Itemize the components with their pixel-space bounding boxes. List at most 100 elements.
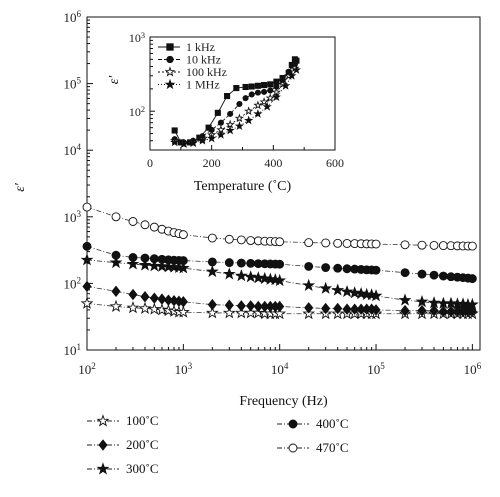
legend-label: 470˚C	[316, 440, 349, 455]
y-tick-label: 105	[63, 76, 81, 92]
inset-series-4	[170, 65, 302, 149]
inset-data-point	[197, 135, 208, 145]
data-point	[350, 303, 360, 315]
data-point	[128, 288, 138, 301]
data-point	[111, 285, 121, 298]
inset-y-axis-title: ε′	[107, 75, 122, 85]
data-point	[80, 253, 94, 266]
inset-data-point	[242, 83, 249, 91]
data-point	[415, 295, 429, 308]
x-tick-label: 103	[175, 361, 193, 377]
x-tick-label: 105	[367, 361, 385, 377]
inset-series-line	[174, 67, 296, 144]
data-point	[251, 306, 265, 319]
data-point	[149, 292, 159, 304]
series-2	[82, 280, 477, 318]
data-point	[400, 304, 410, 317]
inset-data-point	[214, 109, 221, 116]
inset-data-point	[217, 119, 224, 126]
inset-x-tick-label: 400	[264, 156, 282, 170]
inset-data-point	[261, 88, 268, 95]
inset-data-point	[244, 115, 254, 125]
inset-data-point	[267, 81, 274, 88]
data-point	[467, 241, 477, 251]
x-tick-label: 104	[271, 361, 289, 377]
data-point	[128, 217, 138, 226]
inset-x-tick-label: 0	[147, 156, 153, 170]
inset-legend-marker	[164, 66, 176, 77]
data-point	[207, 257, 217, 267]
x-tick-label: 106	[464, 361, 482, 377]
data-point	[109, 299, 123, 312]
data-point	[246, 300, 256, 312]
inset-x-axis-title: Temperature (˚C)	[194, 179, 292, 194]
data-point	[273, 307, 287, 320]
data-point	[258, 271, 272, 285]
data-point	[371, 239, 381, 249]
inset-data-point	[227, 110, 234, 117]
x-axis-title: Frequency (Hz)	[239, 394, 328, 409]
data-point	[140, 220, 150, 230]
inset-data-point	[216, 129, 226, 139]
data-point	[205, 264, 219, 278]
data-point	[149, 254, 159, 264]
data-point	[82, 202, 92, 212]
data-point	[157, 293, 167, 305]
data-point	[80, 296, 94, 309]
legend-marker-icon	[87, 439, 119, 451]
inset-data-point	[179, 139, 189, 149]
data-point	[369, 289, 383, 302]
data-point	[109, 255, 123, 269]
series-5	[82, 202, 477, 251]
legend-label: 200˚C	[126, 437, 159, 452]
data-point	[222, 267, 236, 280]
data-point	[400, 268, 410, 278]
legend-marker	[288, 419, 298, 429]
inset-data-point	[287, 70, 297, 80]
y-tick-label: 102	[63, 275, 81, 291]
data-point	[251, 271, 265, 284]
inset-data-point	[170, 137, 180, 147]
legend-marker	[96, 414, 110, 427]
data-point	[427, 296, 441, 309]
data-point	[205, 306, 219, 319]
legend-marker	[288, 443, 298, 453]
data-point	[275, 300, 285, 313]
data-point	[138, 301, 152, 314]
data-point	[438, 305, 448, 318]
data-point	[321, 238, 331, 248]
legend-label: 400˚C	[316, 416, 349, 431]
inset-legend-label: 1 MHz	[186, 78, 220, 92]
inset-legend-label: 1 kHz	[186, 40, 215, 54]
data-point	[111, 212, 121, 222]
data-point	[446, 305, 456, 318]
inset-data-point	[262, 101, 272, 111]
data-point	[111, 250, 121, 260]
data-point	[155, 303, 169, 316]
data-point	[149, 222, 159, 232]
data-point	[147, 302, 161, 315]
inset-data-point	[236, 100, 243, 108]
inset-x-tick-label: 200	[203, 156, 221, 170]
inset-y-tick-label: 102	[129, 105, 145, 120]
inset-data-point	[261, 82, 268, 89]
data-point	[275, 237, 285, 247]
series-1	[80, 296, 479, 320]
data-point	[321, 302, 331, 315]
data-point	[224, 299, 234, 311]
inset-data-point	[253, 109, 263, 118]
legend-label: 100˚C	[126, 413, 159, 428]
inset-data-point	[248, 83, 255, 90]
inset-plot-frame	[149, 36, 336, 151]
data-point	[126, 301, 140, 314]
data-point	[321, 263, 331, 272]
data-point	[333, 263, 343, 273]
legend-item: 400˚C	[276, 416, 349, 432]
data-point	[371, 265, 381, 275]
inset-data-point	[259, 97, 269, 106]
data-point	[354, 286, 368, 300]
data-point	[444, 296, 458, 309]
inset-data-point	[291, 65, 302, 74]
data-point	[82, 241, 92, 251]
data-point	[333, 238, 343, 248]
